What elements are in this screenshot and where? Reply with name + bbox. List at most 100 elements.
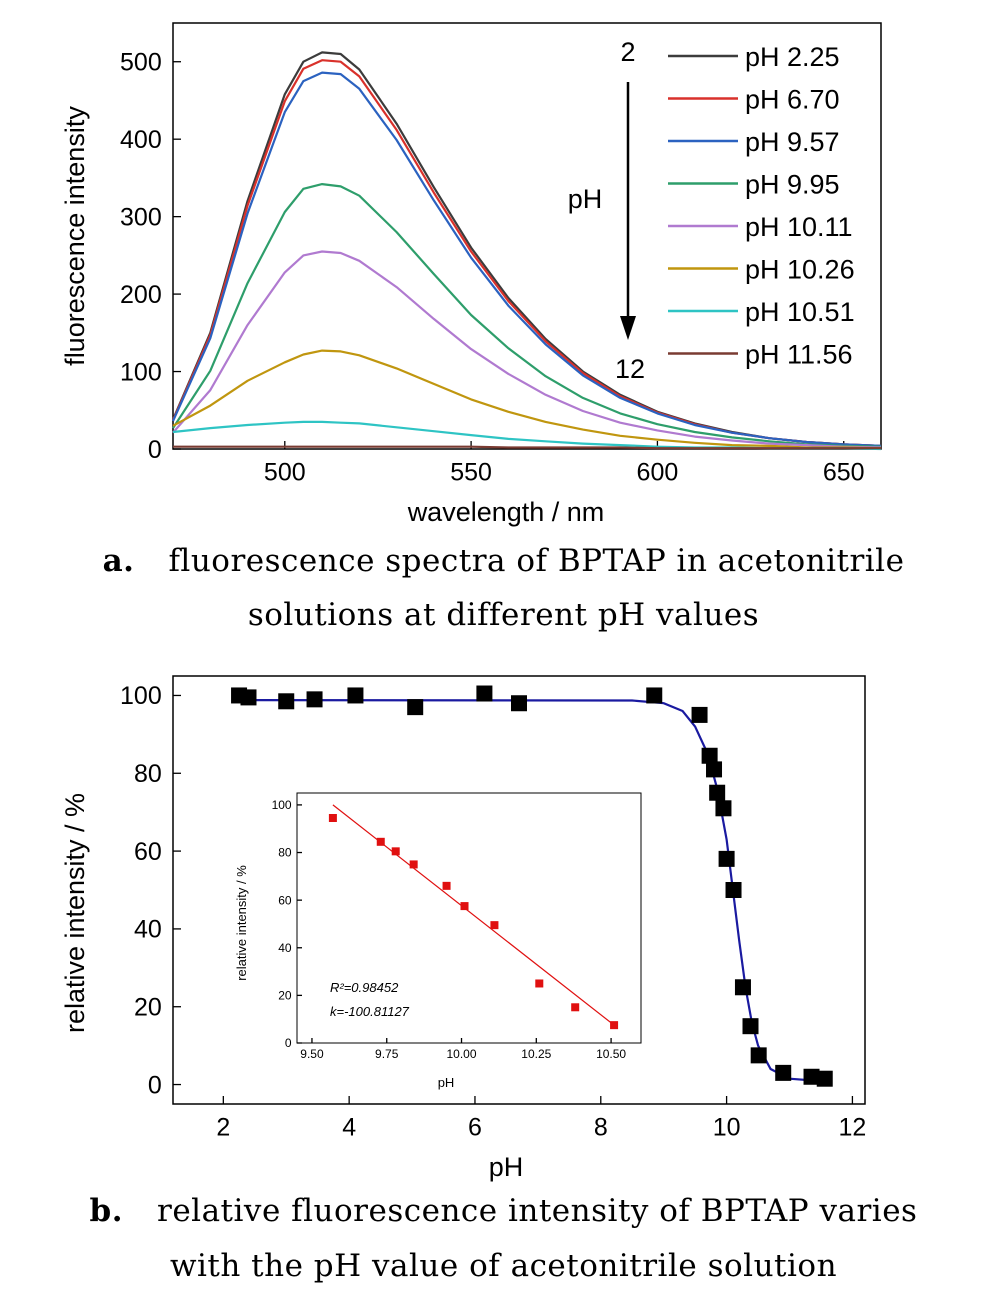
caption-b-letter: b. — [89, 1193, 123, 1229]
spectra-plot-frame — [172, 22, 882, 450]
spectrum-line — [172, 349, 882, 450]
relative-y-tick-label: 40 — [134, 916, 162, 944]
data-point — [715, 800, 732, 817]
spectra-x-tick-label: 650 — [823, 458, 865, 486]
data-point — [407, 699, 424, 716]
data-point — [709, 784, 726, 801]
inset-x-tick-label: 9.75 — [375, 1047, 399, 1061]
data-point — [803, 1068, 820, 1085]
spectra-x-tick-label: 500 — [264, 458, 306, 486]
relative-y-axis-label: relative intensity / % — [60, 793, 90, 1033]
inset-data-point — [610, 1021, 619, 1030]
data-point — [646, 687, 663, 704]
relative-x-tick-label: 4 — [342, 1113, 356, 1141]
legend-entry: pH 10.26 — [745, 255, 855, 285]
legend-entry: pH 9.57 — [745, 127, 840, 157]
inset-y-axis-label: relative intensity / % — [234, 865, 249, 981]
inset-x-tick-label: 10.00 — [447, 1047, 477, 1061]
inset-slope: k=-100.81127 — [330, 1004, 410, 1019]
legend-entry: pH 6.70 — [745, 85, 840, 115]
relative-y-tick-label: 80 — [134, 760, 162, 788]
relative-intensity-chart: 2 4 6 8 10 12 0 20 40 60 80 100 pH relative intensi… — [60, 675, 866, 1182]
spectrum-line — [171, 59, 882, 447]
relative-y-tick-label: 60 — [134, 838, 162, 866]
spectra-x-tick-label: 600 — [637, 458, 679, 486]
relative-y-tick-label: 0 — [148, 1071, 162, 1099]
data-point — [816, 1070, 833, 1087]
legend-entry: pH 11.56 — [745, 340, 853, 370]
caption-a-letter: a. — [102, 543, 135, 579]
inset-x-axis-label: pH — [438, 1075, 455, 1090]
data-point — [750, 1047, 767, 1064]
inset-y-tick-label: 100 — [272, 798, 292, 812]
ph-arrow-annotation: 2 12 pH — [568, 37, 645, 384]
legend-entry: pH 10.51 — [745, 297, 855, 327]
data-point — [347, 687, 364, 704]
inset-y-tick-label: 20 — [278, 989, 292, 1003]
caption-a-cont: solutions at different pH values — [0, 592, 1007, 638]
spectra-y-tick-label: 500 — [120, 48, 162, 76]
inset-data-point — [376, 837, 385, 846]
inset-x-tick-label: 10.50 — [596, 1047, 626, 1061]
spectra-legend: pH 2.25 pH 6.70 pH 9.57 pH 9.95 pH 10.11 pH 1… — [668, 42, 855, 370]
spectra-y-tick-label: 0 — [148, 436, 162, 464]
legend-entry: pH 2.25 — [745, 42, 840, 72]
caption-a-line1: fluorescence spectra of BPTAP in acetoni… — [168, 543, 905, 579]
caption-b: b. relative fluorescence intensity of BPT… — [0, 1188, 1007, 1234]
spectra-axis-ticks: 500 550 600 650 0 100 200 300 400 500 — [120, 48, 865, 486]
inset-r-squared: R²=0.98452 — [330, 980, 399, 995]
data-point — [725, 882, 742, 898]
inset-x-tick-label: 10.25 — [521, 1047, 551, 1061]
ph-arrow-end-label: 12 — [615, 354, 645, 384]
spectra-y-tick-label: 400 — [120, 126, 162, 154]
relative-x-axis-label: pH — [489, 1152, 524, 1182]
data-point — [476, 685, 493, 702]
inset-y-tick-label: 60 — [278, 893, 292, 907]
spectra-y-tick-label: 300 — [120, 203, 162, 231]
relative-data-points — [231, 685, 833, 1087]
relative-y-tick-label: 20 — [134, 993, 162, 1021]
data-point — [511, 695, 527, 712]
inset-x-tick-label: 9.50 — [300, 1047, 324, 1061]
inset-data-point — [409, 860, 418, 869]
data-point — [718, 850, 735, 867]
data-point — [734, 979, 751, 996]
relative-axis-ticks: 2 4 6 8 10 12 0 20 40 60 80 100 — [120, 682, 866, 1141]
inset-axis-ticks: 9.50 9.75 10.00 10.25 10.50 0 20 40 60 80 100 — [272, 798, 627, 1061]
spectra-y-axis-label: fluorescence intensity — [60, 106, 90, 366]
inset-data-point — [391, 847, 400, 856]
spectrum-line — [172, 250, 882, 449]
ph-arrow-start-label: 2 — [620, 37, 635, 67]
data-point — [278, 693, 295, 710]
relative-y-tick-label: 100 — [120, 682, 162, 710]
spectrum-line — [172, 183, 882, 448]
relative-x-tick-label: 2 — [216, 1113, 230, 1141]
data-point — [706, 761, 723, 778]
spectra-y-tick-label: 100 — [120, 358, 162, 386]
inset-data-points — [328, 814, 619, 1030]
spectrum-line — [171, 71, 882, 447]
spectrum-line — [172, 420, 882, 451]
data-point — [742, 1018, 759, 1035]
inset-data-point — [535, 979, 544, 988]
data-point — [691, 706, 708, 723]
legend-entry: pH 9.95 — [745, 170, 840, 200]
inset-y-tick-label: 80 — [278, 846, 292, 860]
spectra-y-tick-label: 200 — [120, 281, 162, 309]
inset-data-point — [328, 814, 337, 822]
ph-arrow-label: pH — [568, 184, 603, 214]
inset-data-point — [460, 902, 469, 911]
inset-y-tick-label: 0 — [285, 1036, 292, 1050]
caption-b-cont: with the pH value of acetonitrile soluti… — [0, 1243, 1007, 1289]
inset-data-point — [490, 921, 499, 930]
data-point — [701, 747, 718, 764]
relative-x-tick-label: 12 — [839, 1113, 867, 1141]
spectrum-line — [173, 445, 881, 450]
legend-entry: pH 10.11 — [745, 212, 853, 242]
inset-data-point — [442, 881, 451, 890]
relative-plot-frame — [172, 675, 866, 1105]
spectra-x-axis-label: wavelength / nm — [407, 497, 605, 527]
ph-arrow-head — [620, 316, 636, 340]
data-point — [306, 691, 323, 708]
